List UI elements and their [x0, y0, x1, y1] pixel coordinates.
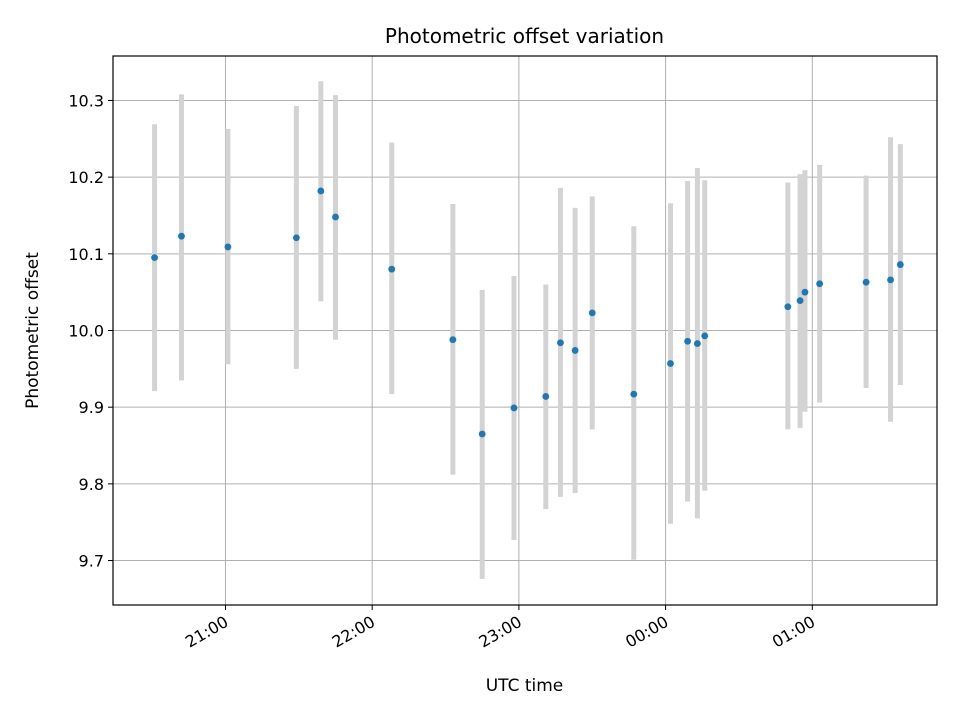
data-point [292, 234, 300, 242]
y-tick-label: 9.7 [79, 552, 104, 571]
data-point [510, 404, 518, 412]
data-point [588, 309, 596, 317]
chart-title: Photometric offset variation [385, 24, 664, 48]
data-point [784, 303, 792, 311]
y-tick-label: 10.3 [68, 91, 104, 110]
x-tick-label: 22:00 [329, 612, 378, 652]
data-point [388, 265, 396, 273]
y-tick-label: 9.8 [79, 475, 104, 494]
y-axis-ticks: 9.7 9.8 9.9 10.0 10.1 10.2 10.3 [68, 91, 113, 571]
data-point [862, 278, 870, 286]
data-point [896, 261, 904, 268]
data-point [667, 360, 674, 367]
data-point [796, 297, 804, 304]
data-point [542, 393, 550, 400]
y-axis-label: Photometric offset [23, 252, 43, 409]
x-axis-ticks: 21:00 22:00 23:00 00:00 01:00 [182, 605, 818, 652]
data-point [178, 232, 185, 240]
data-point [630, 390, 638, 398]
data-point [887, 276, 894, 284]
y-tick-label: 10.1 [68, 245, 104, 264]
data-point [478, 430, 486, 438]
x-tick-label: 23:00 [475, 612, 524, 652]
x-tick-label: 21:00 [182, 612, 231, 652]
y-tick-label: 10.0 [68, 322, 104, 341]
y-tick-label: 10.2 [68, 168, 104, 187]
data-point [317, 187, 325, 195]
x-axis-label: UTC time [486, 676, 564, 696]
data-point [816, 280, 824, 288]
data-points [151, 187, 904, 438]
data-point [151, 254, 158, 262]
x-tick-label: 01:00 [769, 612, 818, 652]
data-point [571, 347, 579, 354]
data-point [801, 288, 809, 296]
data-point [449, 336, 457, 344]
data-point [224, 243, 232, 251]
data-point [557, 339, 564, 347]
data-point [693, 340, 701, 347]
data-point [701, 332, 709, 340]
data-point [332, 213, 339, 221]
data-point [684, 337, 691, 345]
x-tick-label: 00:00 [622, 612, 671, 652]
grid [113, 56, 937, 605]
y-tick-label: 9.9 [79, 398, 104, 417]
